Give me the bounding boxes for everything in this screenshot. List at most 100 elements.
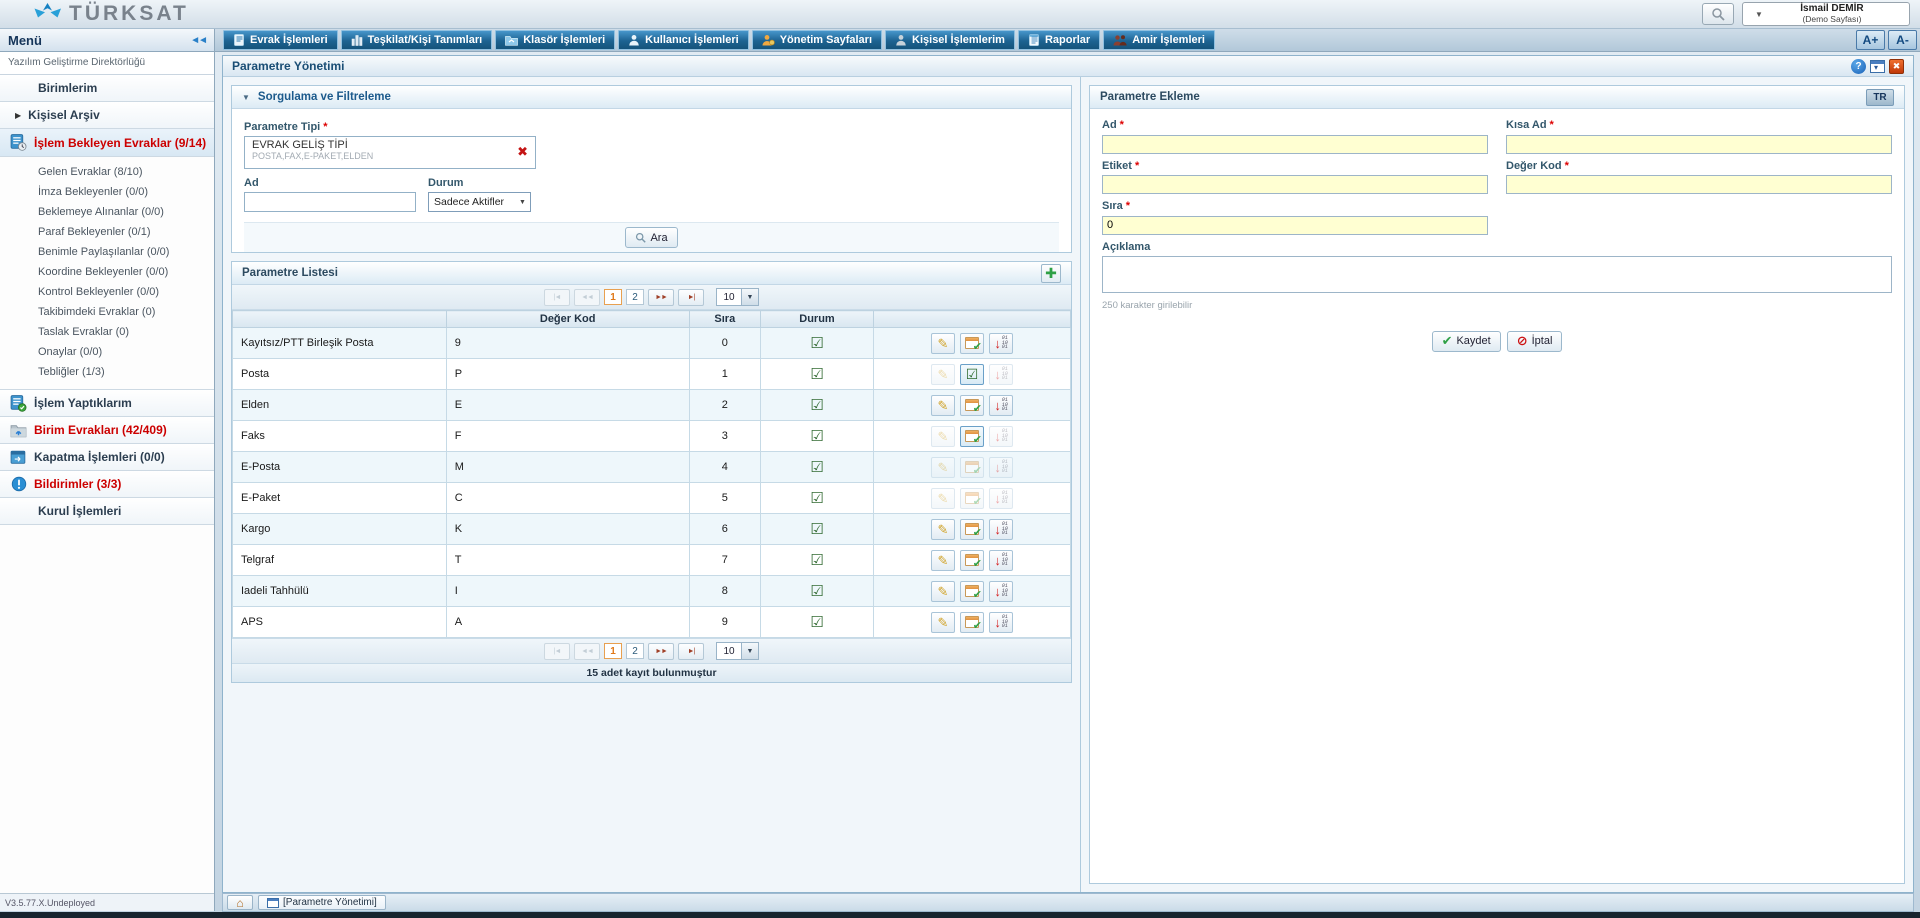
edit-button[interactable]: ✎ <box>931 488 955 509</box>
page-number-2[interactable]: 2 <box>626 643 644 659</box>
next-page-button[interactable]: ►► <box>648 289 674 306</box>
collapse-sidebar-icon[interactable]: ◄◄ <box>190 35 206 46</box>
etiket-input[interactable] <box>1102 175 1488 194</box>
reorder-button[interactable]: ↓011001 <box>989 581 1013 602</box>
next-page-button[interactable]: ►► <box>648 643 674 660</box>
sidebar-item-gelen-evraklar[interactable]: Gelen Evraklar (8/10) <box>0 162 214 182</box>
language-button[interactable]: TR <box>1866 89 1894 106</box>
edit-button[interactable]: ✎ <box>931 550 955 571</box>
reorder-button[interactable]: ↓011001 <box>989 395 1013 416</box>
tab-kullanici-islemleri[interactable]: Kullanıcı İşlemleri <box>618 30 749 50</box>
add-parameter-button[interactable]: ✚ <box>1041 264 1061 283</box>
toggle-active-button[interactable] <box>960 581 984 602</box>
sidebar-item-kapatma-islemleri[interactable]: Kapatma İşlemleri (0/0) <box>0 444 214 471</box>
sidebar-item-kisisel-arsiv[interactable]: ▶ Kişisel Arşiv <box>0 102 214 129</box>
ad-input[interactable] <box>1102 135 1488 154</box>
last-page-button[interactable]: ►| <box>678 289 704 306</box>
page-number-2[interactable]: 2 <box>626 289 644 305</box>
reorder-button[interactable]: ↓011001 <box>989 612 1013 633</box>
sidebar-item-bildirimler[interactable]: Bildirimler (3/3) <box>0 471 214 498</box>
page-size-select[interactable]: 10 ▼ <box>716 642 759 660</box>
reorder-button[interactable]: ↓011001 <box>989 457 1013 478</box>
tab-amir-islemleri[interactable]: Amir İşlemleri <box>1103 30 1215 50</box>
kisa-ad-input[interactable] <box>1506 135 1892 154</box>
edit-button[interactable]: ✎ <box>931 426 955 447</box>
toggle-active-button[interactable] <box>960 426 984 447</box>
sidebar-item-paraf-bekleyenler[interactable]: Paraf Bekleyenler (0/1) <box>0 222 214 242</box>
sira-input[interactable] <box>1102 216 1488 235</box>
reorder-button[interactable]: ↓011001 <box>989 519 1013 540</box>
edit-button[interactable]: ✎ <box>931 519 955 540</box>
add-panel: Parametre Ekleme TR Ad* Kısa Ad* <box>1089 85 1905 884</box>
font-decrease-button[interactable]: A- <box>1888 30 1917 50</box>
taskbar-tab-parametre-yonetimi[interactable]: [Parametre Yönetimi] <box>258 895 386 910</box>
close-icon[interactable]: ✖ <box>1889 59 1904 74</box>
clear-selection-icon[interactable]: ✖ <box>517 145 528 158</box>
page-size-select[interactable]: 10 ▼ <box>716 288 759 306</box>
edit-button[interactable]: ✎ <box>931 364 955 385</box>
sidebar-item-tebligler[interactable]: Tebliğler (1/3) <box>0 362 214 382</box>
edit-button[interactable]: ✎ <box>931 395 955 416</box>
deger-kod-field: Değer Kod* <box>1506 154 1892 195</box>
toggle-active-button[interactable]: ☑ <box>960 364 984 385</box>
last-page-button[interactable]: ►| <box>678 643 704 660</box>
filter-panel-header[interactable]: ▼ Sorgulama ve Filtreleme <box>232 86 1071 109</box>
durum-select[interactable]: Sadece Aktifler ▼ <box>428 192 531 212</box>
ad-filter-input[interactable] <box>244 192 416 212</box>
minimize-window-icon[interactable] <box>1870 60 1885 73</box>
toggle-active-button[interactable] <box>960 457 984 478</box>
deger-kod-input[interactable] <box>1506 175 1892 194</box>
col-durum: Durum <box>760 311 873 328</box>
sidebar-item-birim-evraklari[interactable]: Birim Evrakları (42/409) <box>0 417 214 444</box>
sidebar-item-islem-bekleyen-evraklar[interactable]: İşlem Bekleyen Evraklar (9/14) <box>0 129 214 157</box>
first-page-button[interactable]: |◄ <box>544 643 570 660</box>
aciklama-textarea[interactable] <box>1102 256 1892 293</box>
first-page-button[interactable]: |◄ <box>544 289 570 306</box>
home-button[interactable]: ⌂ <box>227 895 253 910</box>
tab-teskilat-kisi-tanimlari[interactable]: Teşkilat/Kişi Tanımları <box>341 30 493 50</box>
edit-button[interactable]: ✎ <box>931 581 955 602</box>
sidebar-item-benimle-paylasilanlar[interactable]: Benimle Paylaşılanlar (0/0) <box>0 242 214 262</box>
tab-klasor-islemleri[interactable]: Klasör İşlemleri <box>495 30 615 50</box>
sidebar-item-kontrol-bekleyenler[interactable]: Kontrol Bekleyenler (0/0) <box>0 282 214 302</box>
help-icon[interactable]: ? <box>1851 59 1866 74</box>
toggle-active-button[interactable] <box>960 488 984 509</box>
reorder-button[interactable]: ↓011001 <box>989 426 1013 447</box>
parametre-tipi-combo[interactable]: EVRAK GELİŞ TİPİ POSTA,FAX,E-PAKET,ELDEN… <box>244 136 536 169</box>
sidebar-item-islem-yaptiklarim[interactable]: İşlem Yaptıklarım <box>0 390 214 417</box>
reorder-button[interactable]: ↓011001 <box>989 550 1013 571</box>
tab-yonetim-sayfalari[interactable]: Yönetim Sayfaları <box>752 30 882 50</box>
toggle-active-button[interactable] <box>960 333 984 354</box>
toggle-active-button[interactable] <box>960 395 984 416</box>
prev-page-button[interactable]: ◄◄ <box>574 643 600 660</box>
toggle-active-button[interactable] <box>960 612 984 633</box>
cancel-button[interactable]: ⊘ İptal <box>1507 331 1563 352</box>
edit-button[interactable]: ✎ <box>931 333 955 354</box>
prev-page-button[interactable]: ◄◄ <box>574 289 600 306</box>
sidebar-item-birimlerim[interactable]: Birimlerim <box>0 75 214 102</box>
reorder-button[interactable]: ↓011001 <box>989 488 1013 509</box>
edit-button[interactable]: ✎ <box>931 612 955 633</box>
reorder-button[interactable]: ↓011001 <box>989 333 1013 354</box>
search-button[interactable]: Ara <box>625 227 677 248</box>
reorder-button[interactable]: ↓011001 <box>989 364 1013 385</box>
page-number-1[interactable]: 1 <box>604 289 622 305</box>
user-menu[interactable]: ▼ İsmail DEMİR (Demo Sayfası) <box>1742 2 1910 26</box>
global-search-button[interactable] <box>1702 3 1734 25</box>
sidebar-item-imza-bekleyenler[interactable]: İmza Bekleyenler (0/0) <box>0 182 214 202</box>
page-number-1[interactable]: 1 <box>604 643 622 659</box>
tab-kisisel-islemlerim[interactable]: Kişisel İşlemlerim <box>885 30 1015 50</box>
sidebar-item-onaylar[interactable]: Onaylar (0/0) <box>0 342 214 362</box>
font-increase-button[interactable]: A+ <box>1856 30 1885 50</box>
sidebar-item-beklemeye-alinanlar[interactable]: Beklemeye Alınanlar (0/0) <box>0 202 214 222</box>
sidebar-item-takibimdeki-evraklar[interactable]: Takibimdeki Evraklar (0) <box>0 302 214 322</box>
tab-raporlar[interactable]: Raporlar <box>1018 30 1100 50</box>
sidebar-item-kurul-islemleri[interactable]: Kurul İşlemleri <box>0 498 214 525</box>
save-button[interactable]: ✔ Kaydet <box>1432 331 1501 352</box>
edit-button[interactable]: ✎ <box>931 457 955 478</box>
toggle-active-button[interactable] <box>960 550 984 571</box>
toggle-active-button[interactable] <box>960 519 984 540</box>
tab-evrak-islemleri[interactable]: Evrak İşlemleri <box>223 30 338 50</box>
sidebar-item-taslak-evraklar[interactable]: Taslak Evraklar (0) <box>0 322 214 342</box>
sidebar-item-koordine-bekleyenler[interactable]: Koordine Bekleyenler (0/0) <box>0 262 214 282</box>
